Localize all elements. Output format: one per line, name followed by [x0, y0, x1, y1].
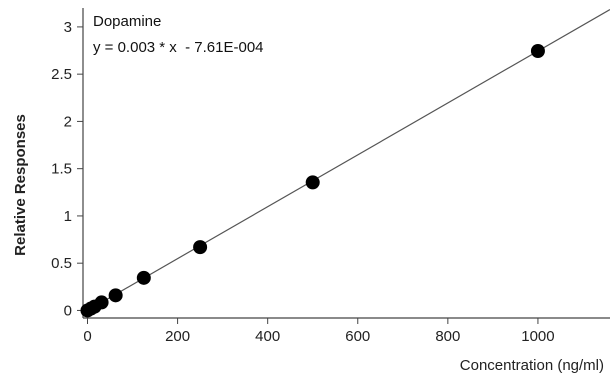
regression-equation: y = 0.003 * x - 7.61E-004: [93, 39, 264, 56]
x-tick-label: 600: [345, 328, 370, 345]
y-tick-label: 1: [64, 208, 72, 225]
y-tick-label: 2: [64, 113, 72, 130]
y-tick-label: 0.5: [51, 255, 72, 272]
compound-name: Dopamine: [93, 13, 161, 30]
regression-line: [87, 9, 610, 312]
data-point: [136, 270, 151, 285]
y-tick-label: 1.5: [51, 161, 72, 178]
ticks: 0 200 400 600 800 1000 0 0.5 1 1.5 2 2.5 3: [51, 19, 554, 345]
fit-line-group: [87, 9, 610, 312]
axes: [82, 8, 610, 319]
y-axis-label: Relative Responses: [12, 114, 29, 256]
data-point: [94, 295, 109, 310]
x-tick-label: 800: [435, 328, 460, 345]
x-tick-label: 0: [83, 328, 91, 345]
y-tick-label: 0: [64, 302, 72, 319]
y-tick-label: 3: [64, 19, 72, 36]
x-axis-label: Concentration (ng/ml): [460, 357, 604, 374]
data-point: [193, 240, 208, 255]
x-tick-label: 1000: [521, 328, 554, 345]
data-point: [530, 44, 545, 59]
data-point: [305, 175, 320, 190]
data-points: [80, 44, 545, 318]
x-tick-label: 400: [255, 328, 280, 345]
y-tick-label: 2.5: [51, 66, 72, 83]
data-point: [108, 288, 123, 303]
x-tick-label: 200: [165, 328, 190, 345]
